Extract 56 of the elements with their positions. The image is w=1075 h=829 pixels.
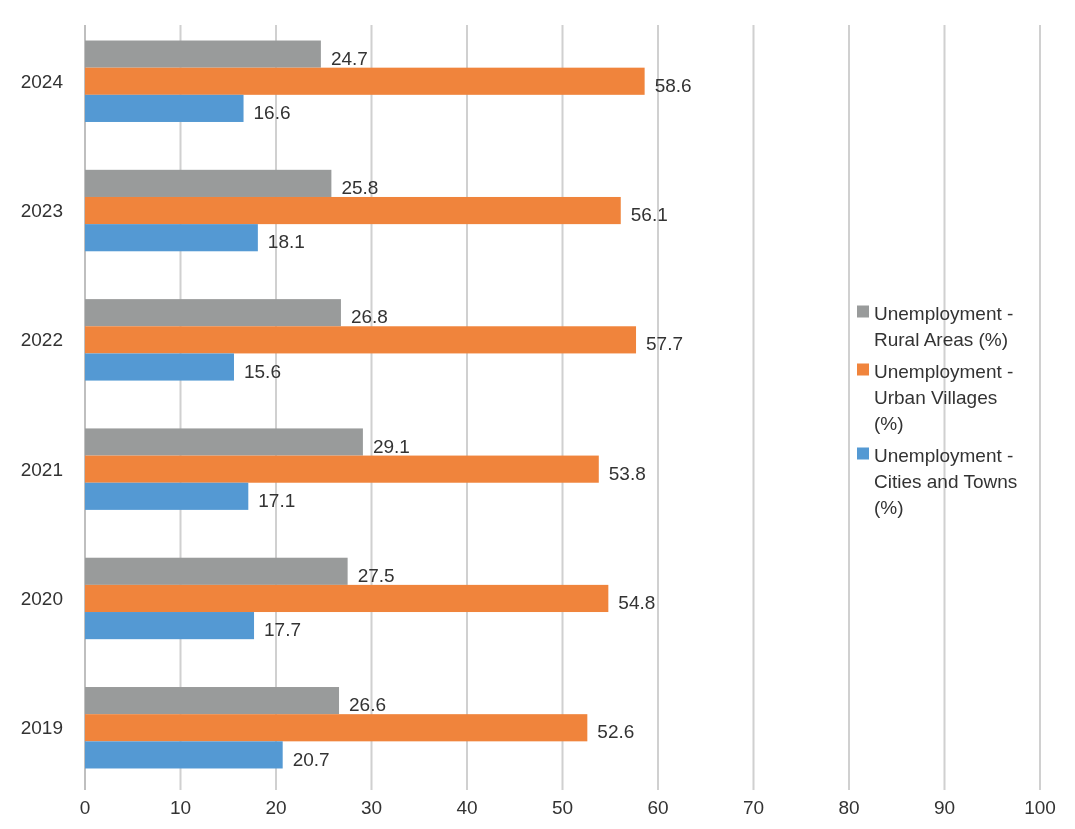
- x-tick-label: 20: [265, 797, 287, 818]
- bar: [85, 714, 588, 742]
- data-label: 27.5: [357, 564, 395, 586]
- bar: [85, 94, 244, 122]
- y-tick-label: 2019: [20, 717, 63, 739]
- data-label: 29.1: [372, 435, 410, 457]
- legend-label: Unemployment - Urban Villages (%): [874, 360, 1014, 434]
- data-label: 24.7: [330, 47, 368, 69]
- legend-label: Unemployment - Cities and Towns (%): [874, 444, 1018, 518]
- bar: [85, 612, 255, 640]
- data-label: 17.7: [264, 619, 302, 641]
- data-label: 56.1: [630, 204, 668, 226]
- bar: [85, 584, 609, 613]
- x-tick-label: 10: [169, 797, 192, 818]
- x-tick-label: 30: [360, 797, 383, 818]
- y-tick-label: 2023: [20, 200, 63, 222]
- data-label: 26.8: [350, 306, 388, 328]
- bar: [85, 299, 341, 327]
- y-tick-label: 2020: [20, 588, 63, 610]
- y-tick-label: 2024: [20, 70, 64, 92]
- x-tick-label: 70: [742, 797, 765, 818]
- bar: [85, 557, 348, 585]
- data-label: 20.7: [292, 748, 330, 770]
- data-label: 52.6: [597, 721, 635, 743]
- x-tick-label: 100: [1024, 797, 1056, 818]
- bar: [85, 482, 249, 510]
- x-tick-label: 80: [838, 797, 860, 818]
- data-label: 54.8: [618, 592, 656, 614]
- data-label: 18.1: [267, 231, 305, 253]
- bar: [85, 326, 637, 354]
- bar: [85, 687, 340, 715]
- x-tick-label: 90: [933, 797, 956, 818]
- bar: [85, 67, 645, 95]
- data-label: 15.6: [243, 360, 281, 382]
- y-tick-label: 2022: [20, 329, 63, 351]
- data-label: 26.6: [349, 694, 387, 716]
- bar: [85, 40, 321, 68]
- bar: [85, 741, 283, 769]
- x-tick-label: 40: [456, 797, 478, 818]
- data-label: 58.6: [654, 74, 692, 96]
- data-label: 16.6: [253, 102, 291, 124]
- bar: [85, 224, 258, 252]
- x-tick-label: 0: [79, 797, 91, 818]
- bar: [85, 353, 234, 381]
- bar: [85, 455, 599, 483]
- x-tick-label: 50: [551, 797, 574, 818]
- data-label: 17.1: [258, 489, 296, 511]
- x-tick-label: 60: [647, 797, 669, 818]
- bar: [85, 428, 363, 456]
- data-label: 57.7: [646, 333, 684, 355]
- data-label: 25.8: [341, 177, 379, 199]
- bar: [85, 169, 332, 197]
- bar: [85, 196, 621, 225]
- y-tick-label: 2021: [20, 458, 63, 480]
- legend-label: Unemployment - Rural Areas (%): [874, 302, 1014, 350]
- data-label: 53.8: [608, 462, 646, 484]
